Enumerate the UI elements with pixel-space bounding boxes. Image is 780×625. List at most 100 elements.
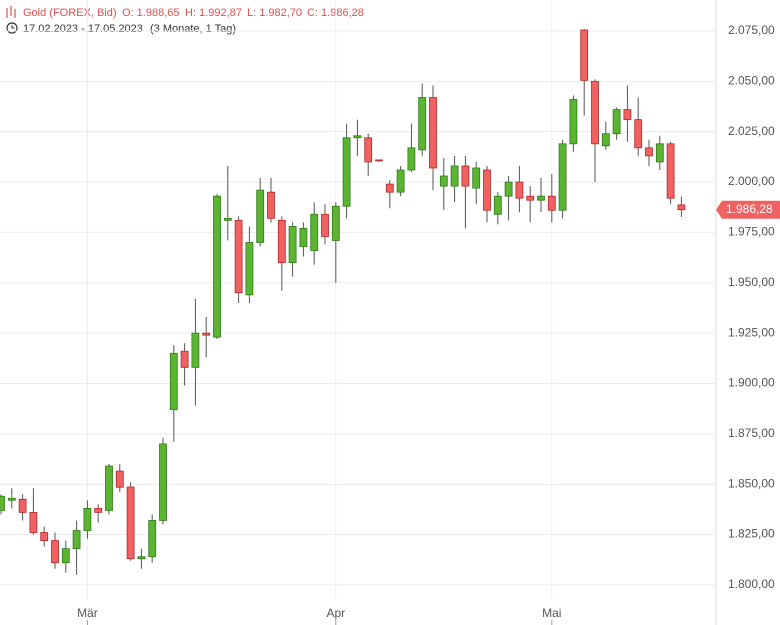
candle-body: [558, 143, 567, 211]
candle: [202, 317, 211, 358]
candle: [277, 216, 286, 291]
candle-body: [493, 195, 502, 215]
candle-body: [267, 191, 275, 219]
candle-body: [299, 227, 308, 247]
y-tick-label: 1.975,00: [728, 225, 775, 239]
header: Gold (FOREX, Bid) O: 1.988,65 H: 1.992,8…: [6, 6, 364, 35]
candle-body: [418, 97, 427, 151]
candle: [234, 216, 243, 303]
y-tick-label: 1.825,00: [728, 527, 775, 541]
candle-body: [321, 213, 329, 237]
candle-body: [364, 137, 373, 163]
candle: [547, 174, 556, 223]
candle-body: [483, 169, 491, 211]
candle-body: [569, 99, 578, 145]
candle: [180, 343, 189, 386]
candle-body: [288, 225, 297, 264]
candle-body: [18, 498, 27, 513]
candle: [666, 141, 675, 205]
candle-body: [191, 332, 200, 368]
candle-body: [353, 135, 362, 139]
y-tick-label: 1.900,00: [728, 376, 775, 390]
y-tick-label: 1.925,00: [728, 325, 775, 339]
candle: [288, 222, 297, 277]
y-tick-label: 2.025,00: [728, 124, 775, 138]
candle-body: [83, 507, 92, 531]
candle: [407, 123, 416, 173]
period: (3 Monate, 1 Tag): [150, 23, 236, 35]
y-tick-label: 2.050,00: [728, 74, 775, 88]
candle-body: [256, 189, 265, 243]
candle-body: [504, 181, 513, 197]
candle: [0, 494, 5, 515]
candle: [591, 79, 599, 183]
candle-body: [396, 169, 405, 193]
candle-body: [0, 495, 5, 511]
candle-body: [612, 109, 621, 135]
candle-body: [580, 29, 589, 81]
instrument: Gold (FOREX, Bid): [23, 7, 117, 19]
candle-body: [429, 97, 437, 169]
candle-body: [526, 195, 535, 201]
candle-body: [645, 147, 653, 157]
candle: [353, 119, 362, 156]
candle: [126, 482, 135, 561]
candle-body: [202, 332, 211, 336]
candle: [623, 85, 632, 142]
candle-icon: [6, 6, 16, 18]
candle: [94, 504, 103, 523]
candle-body: [407, 147, 416, 171]
candle-body: [655, 143, 664, 163]
candle-body: [385, 183, 394, 193]
candle-body: [137, 556, 146, 560]
candle: [18, 494, 27, 521]
candle: [245, 226, 254, 303]
candle: [472, 161, 481, 205]
candle-body: [472, 167, 481, 189]
candle: [299, 222, 308, 257]
candle-body: [439, 175, 448, 187]
candle: [51, 532, 59, 569]
candle: [677, 196, 686, 217]
candle: [105, 464, 113, 515]
candle: [645, 139, 653, 166]
y-tick-label: 1.800,00: [728, 577, 775, 591]
candle: [40, 526, 49, 547]
candle-body: [634, 119, 643, 149]
candle: [72, 520, 81, 575]
candle-body: [180, 350, 189, 368]
candle: [601, 121, 610, 150]
candle: [558, 139, 567, 219]
candle-body: [94, 507, 103, 513]
candle: [310, 202, 319, 265]
candle-body: [126, 486, 135, 560]
candle-body: [450, 165, 459, 187]
candle: [450, 155, 459, 203]
candle-body: [72, 530, 81, 550]
candle-body: [105, 465, 113, 511]
candle: [439, 157, 448, 211]
candle-body: [547, 195, 556, 211]
candle: [159, 437, 167, 525]
candle-body: [245, 242, 254, 296]
candle: [483, 165, 491, 223]
ohlc-open: O: 1.988,65: [122, 7, 180, 19]
candle: [569, 95, 578, 152]
candle-body: [666, 143, 675, 199]
candle: [191, 298, 200, 406]
x-tick-label: Mai: [542, 606, 561, 620]
candle-body: [223, 217, 232, 221]
candle: [115, 464, 124, 493]
clock-hands: [11, 25, 15, 29]
clock-icon: [6, 22, 18, 34]
candle-body: [591, 80, 599, 145]
candle: [385, 180, 394, 209]
candle: [634, 97, 643, 156]
candle: [655, 135, 664, 170]
candle: [331, 202, 340, 283]
candle: [342, 123, 351, 219]
candle: [364, 133, 373, 177]
candle: [515, 165, 524, 213]
